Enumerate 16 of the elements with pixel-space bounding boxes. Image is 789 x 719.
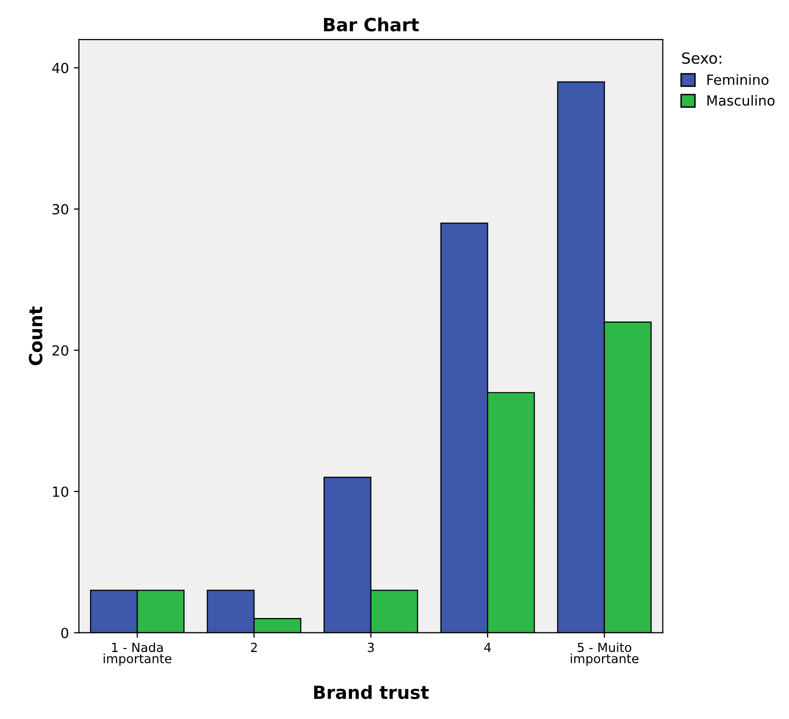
x-tick-label: 1 - Nada importante xyxy=(104,642,172,666)
y-tick-label: 0 xyxy=(61,628,68,638)
x-axis-title: Brand trust xyxy=(314,685,429,700)
x-tick-label: 3 xyxy=(368,642,374,652)
x-tick-label: 2 xyxy=(250,642,257,652)
y-axis-title: Count xyxy=(28,306,42,366)
y-tick-label: 40 xyxy=(52,62,68,74)
y-tick-label: 30 xyxy=(52,204,68,214)
x-tick-label: 5 - Muito importante xyxy=(570,642,638,666)
y-tick-label: 20 xyxy=(52,345,68,356)
x-tick-label: 4 xyxy=(484,642,491,652)
y-tick-label: 10 xyxy=(53,486,68,497)
legend-label: Feminino xyxy=(707,74,768,85)
chart-title: Bar Chart xyxy=(324,17,419,32)
legend-label: Masculino xyxy=(707,95,775,106)
legend-title: Sexo: xyxy=(682,52,722,64)
